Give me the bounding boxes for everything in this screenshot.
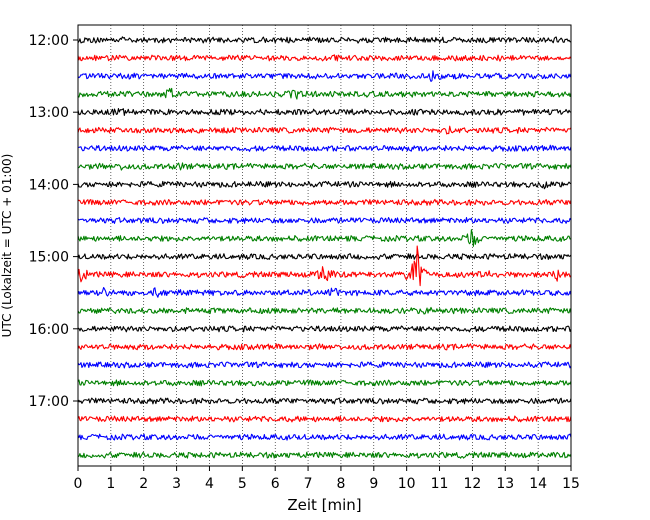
- trace-1330: [77, 144, 572, 152]
- trace-1600: [77, 325, 572, 333]
- trace-1715: [77, 415, 572, 423]
- y-axis-label: UTC (Lokalzeit = UTC + 01:00): [0, 154, 14, 338]
- trace-1415: [77, 198, 572, 206]
- x-axis-label: Zeit [min]: [287, 496, 361, 514]
- x-tick-label-3: 3: [172, 476, 181, 492]
- x-tick-label-2: 2: [139, 476, 148, 492]
- x-tick-label-14: 14: [529, 476, 547, 492]
- trace-1630: [77, 361, 572, 369]
- trace-series: [77, 36, 572, 459]
- x-tick-label-7: 7: [304, 476, 313, 492]
- x-tick-label-4: 4: [205, 476, 214, 492]
- x-tick-label-11: 11: [431, 476, 449, 492]
- y-tick-label-1: 13:00: [29, 105, 69, 121]
- y-tick-label-5: 17:00: [29, 394, 69, 410]
- x-tick-label-0: 0: [74, 476, 83, 492]
- x-tick-label-15: 15: [562, 476, 580, 492]
- trace-1300: [77, 108, 572, 116]
- trace-1230: [77, 70, 572, 82]
- trace-1515: [77, 245, 572, 287]
- y-axis-ticks: 12:00 13:00 14:00 15:00 16:00 17:00: [29, 33, 78, 410]
- x-tick-label-5: 5: [238, 476, 247, 492]
- trace-1615: [77, 343, 572, 351]
- trace-1730: [77, 433, 572, 441]
- x-tick-label-9: 9: [369, 476, 378, 492]
- x-tick-label-12: 12: [463, 476, 481, 492]
- trace-1345: [77, 162, 572, 171]
- trace-1700: [77, 397, 572, 405]
- trace-1445: [77, 229, 572, 247]
- trace-1745: [77, 451, 572, 459]
- y-tick-label-0: 12:00: [29, 33, 69, 49]
- trace-1545: [77, 306, 572, 315]
- x-tick-label-10: 10: [398, 476, 416, 492]
- plot-frame: [77, 24, 572, 467]
- x-tick-label-1: 1: [106, 476, 115, 492]
- trace-1400: [77, 180, 572, 190]
- trace-1200: [77, 36, 572, 44]
- trace-1500: [77, 253, 572, 261]
- trace-1530: [77, 286, 572, 298]
- trace-1215: [77, 54, 572, 62]
- y-tick-label-3: 15:00: [29, 250, 69, 266]
- y-tick-label-4: 16:00: [29, 322, 69, 338]
- x-tick-label-13: 13: [496, 476, 514, 492]
- x-axis-ticks: 0 1 2 3 4 5 6 7 8 9 10 11 12 13 14 15: [74, 466, 580, 492]
- y-tick-label-2: 14:00: [29, 177, 69, 193]
- trace-1430: [77, 217, 572, 224]
- trace-1315: [77, 125, 572, 135]
- trace-1245: [77, 87, 572, 100]
- x-tick-label-6: 6: [271, 476, 280, 492]
- x-tick-label-8: 8: [336, 476, 345, 492]
- trace-1645: [77, 379, 572, 387]
